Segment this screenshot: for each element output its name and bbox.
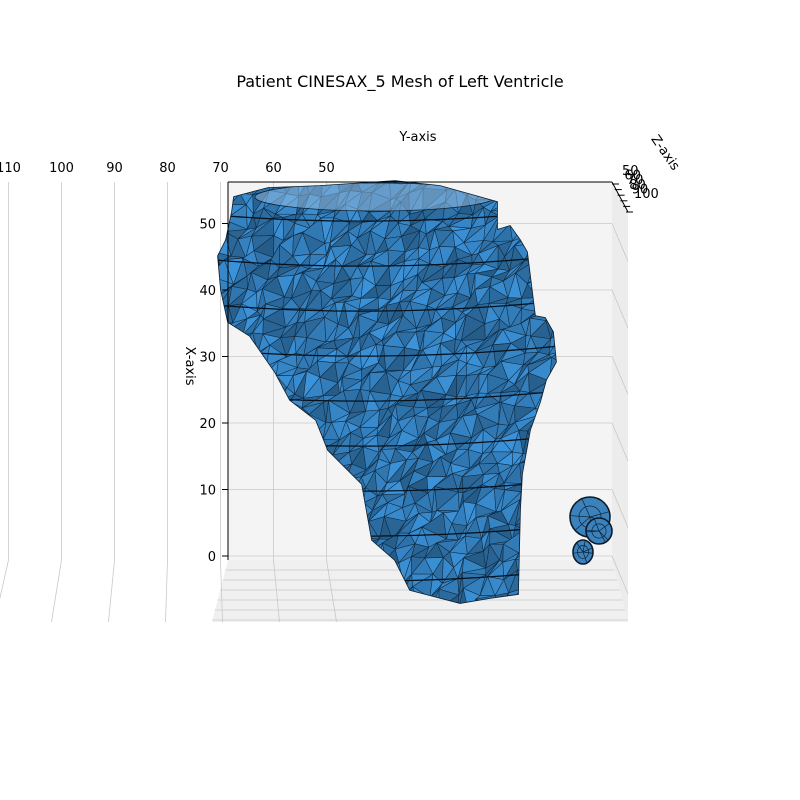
mesh-face bbox=[218, 439, 226, 457]
axis-spine bbox=[611, 181, 629, 213]
mesh-face bbox=[218, 189, 228, 210]
floor-gridline bbox=[0, 559, 9, 600]
z-tick-label: 70 bbox=[627, 173, 644, 188]
mesh-face bbox=[218, 463, 227, 479]
z-pane-gridline bbox=[611, 489, 629, 528]
y-tick-label: 50 bbox=[318, 161, 335, 176]
x-tick-label: 40 bbox=[199, 284, 216, 299]
x-tick-label: 10 bbox=[199, 484, 216, 499]
z-pane-gridline bbox=[611, 422, 629, 462]
x-tick-label: 0 bbox=[208, 550, 216, 565]
mesh-face bbox=[551, 352, 556, 367]
z-pane-gridline bbox=[611, 356, 629, 395]
x-axis-label: X-axis bbox=[182, 347, 197, 386]
x-tick-label: 30 bbox=[199, 351, 216, 366]
mesh-contour bbox=[218, 255, 556, 267]
y-tick-label: 90 bbox=[106, 161, 123, 176]
mesh-face bbox=[218, 181, 228, 192]
mesh-fragment bbox=[572, 539, 594, 565]
mesh-face bbox=[218, 455, 227, 467]
z-tick-label: 60 bbox=[624, 169, 641, 184]
mesh-face bbox=[218, 385, 226, 408]
mesh-face bbox=[462, 587, 481, 603]
floor-gridline bbox=[220, 559, 223, 623]
x-tick-label: 50 bbox=[199, 218, 216, 233]
floor-gridline bbox=[165, 559, 168, 623]
mesh-face bbox=[218, 529, 225, 543]
y-tick-label: 70 bbox=[212, 161, 229, 176]
mesh-fragment bbox=[585, 517, 613, 545]
mesh-contour bbox=[218, 300, 556, 312]
right-pane bbox=[612, 182, 628, 622]
mesh-face bbox=[218, 495, 228, 513]
z-axis-label: Z-axis bbox=[647, 133, 682, 174]
y-axis-label: Y-axis bbox=[398, 130, 436, 145]
ventricle-mesh bbox=[217, 180, 613, 604]
mesh-face bbox=[218, 332, 224, 352]
axis-lines bbox=[222, 181, 633, 560]
x-tick-label: 20 bbox=[199, 417, 216, 432]
floor-gridline bbox=[108, 559, 115, 623]
z-tick-label: 90 bbox=[632, 182, 649, 197]
mesh-face bbox=[218, 181, 226, 190]
chart-title: Patient CINESAX_5 Mesh of Left Ventricle bbox=[236, 72, 564, 91]
z-pane-gridline bbox=[611, 555, 629, 595]
z-tick-label: 80 bbox=[629, 178, 646, 193]
mesh-face bbox=[218, 529, 225, 548]
y-tick-label: 110 bbox=[0, 161, 21, 176]
mesh-face bbox=[218, 493, 228, 512]
floor-gridline bbox=[51, 559, 62, 623]
y-tick-label: 80 bbox=[159, 161, 176, 176]
z-pane-gridline bbox=[611, 289, 629, 329]
y-tick-label: 100 bbox=[49, 161, 74, 176]
z-tick-label: 50 bbox=[622, 164, 639, 179]
mesh-face bbox=[218, 447, 226, 468]
mesh-face bbox=[220, 416, 227, 441]
mesh-face bbox=[218, 510, 225, 520]
y-tick-label: 60 bbox=[265, 161, 282, 176]
z-pane-gridline bbox=[611, 223, 629, 262]
z-tick-label: 100 bbox=[634, 187, 659, 202]
